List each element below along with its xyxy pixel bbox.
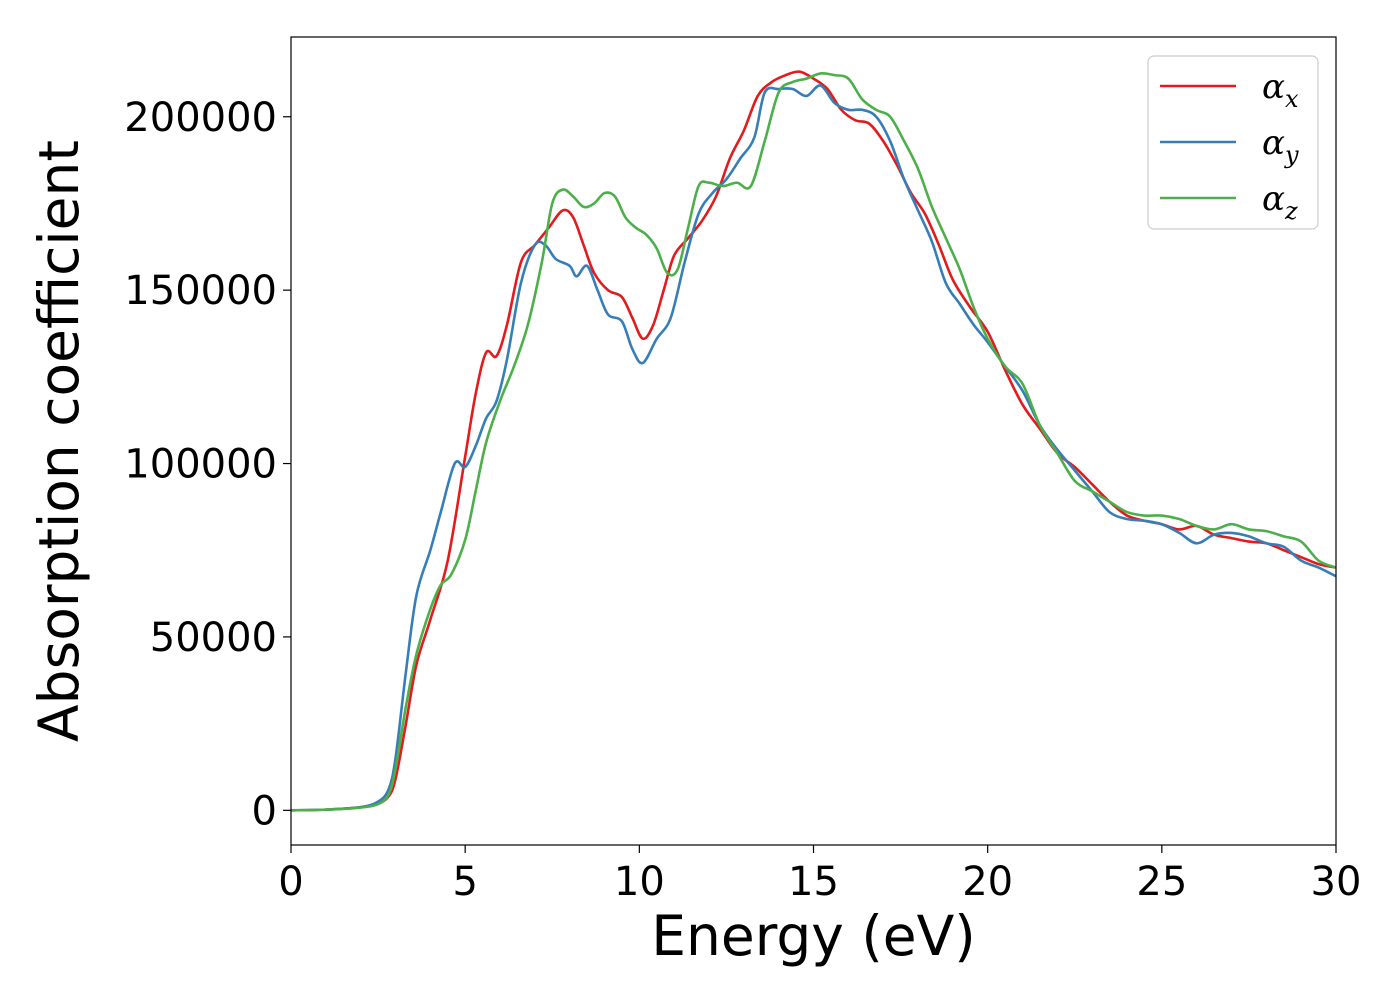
x-tick-label: 30 [1311, 859, 1362, 905]
legend-label-y: αy [1262, 123, 1299, 169]
y-tick-label: 0 [252, 788, 277, 834]
y-tick-label: 100000 [124, 442, 277, 488]
series-layer [291, 70, 1336, 812]
y-axis: 0 50000 100000 150000 200000 [124, 95, 291, 834]
x-axis-title: Energy (eV) [651, 904, 975, 968]
y-axis-title: Absorption coefficient [27, 140, 91, 742]
x-tick-label: 10 [614, 859, 665, 905]
x-tick-label: 25 [1136, 859, 1187, 905]
x-tick-label: 15 [788, 859, 839, 905]
series-line-y [291, 84, 1336, 812]
legend-label-z: αz [1262, 179, 1298, 225]
legend-label-x: αx [1262, 67, 1299, 113]
legend: αx αy αz [1147, 55, 1319, 230]
y-tick-label: 50000 [150, 615, 277, 661]
series-line-x [291, 70, 1336, 812]
y-tick-label: 200000 [124, 95, 277, 141]
x-tick-label: 5 [452, 859, 477, 905]
series-line-z [291, 71, 1336, 812]
x-tick-label: 0 [278, 859, 303, 905]
x-axis: 0 5 10 15 20 25 30 [278, 845, 1361, 905]
y-tick-label: 150000 [124, 268, 277, 314]
x-tick-label: 20 [962, 859, 1013, 905]
